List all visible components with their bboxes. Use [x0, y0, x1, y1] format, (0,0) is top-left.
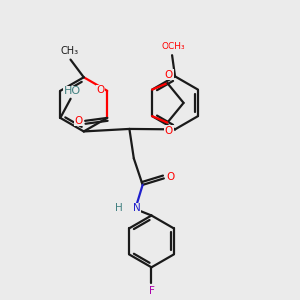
Text: O: O [97, 85, 105, 95]
Text: O: O [165, 126, 173, 136]
Text: H: H [115, 203, 123, 213]
Text: OCH₃: OCH₃ [162, 42, 185, 51]
Text: O: O [166, 172, 174, 182]
Text: O: O [74, 116, 83, 126]
Text: O: O [165, 70, 173, 80]
Text: N: N [133, 203, 141, 213]
Text: CH₃: CH₃ [61, 46, 79, 56]
Text: HO: HO [64, 86, 81, 96]
Text: F: F [148, 286, 154, 296]
